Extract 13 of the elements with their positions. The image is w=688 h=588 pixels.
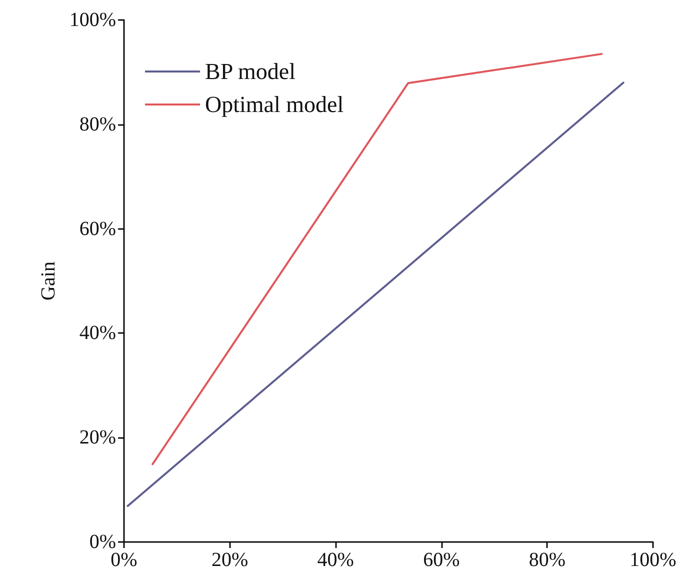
x-tick-label: 20% bbox=[211, 549, 248, 571]
y-tick-label: 60% bbox=[79, 218, 116, 240]
x-tick-label: 60% bbox=[423, 549, 460, 571]
x-tick-label: 80% bbox=[528, 549, 566, 571]
x-tick-label: 40% bbox=[317, 549, 354, 571]
legend-label: BP model bbox=[205, 59, 296, 84]
y-tick-label: 100% bbox=[69, 9, 116, 31]
y-axis-title: Gain bbox=[37, 262, 60, 300]
y-tick-label: 80% bbox=[79, 113, 116, 136]
y-tick-label: 20% bbox=[79, 426, 116, 449]
x-tick-label: 100% bbox=[630, 549, 676, 571]
legend-label: Optimal model bbox=[205, 92, 344, 117]
y-tick-label: 40% bbox=[79, 322, 116, 344]
